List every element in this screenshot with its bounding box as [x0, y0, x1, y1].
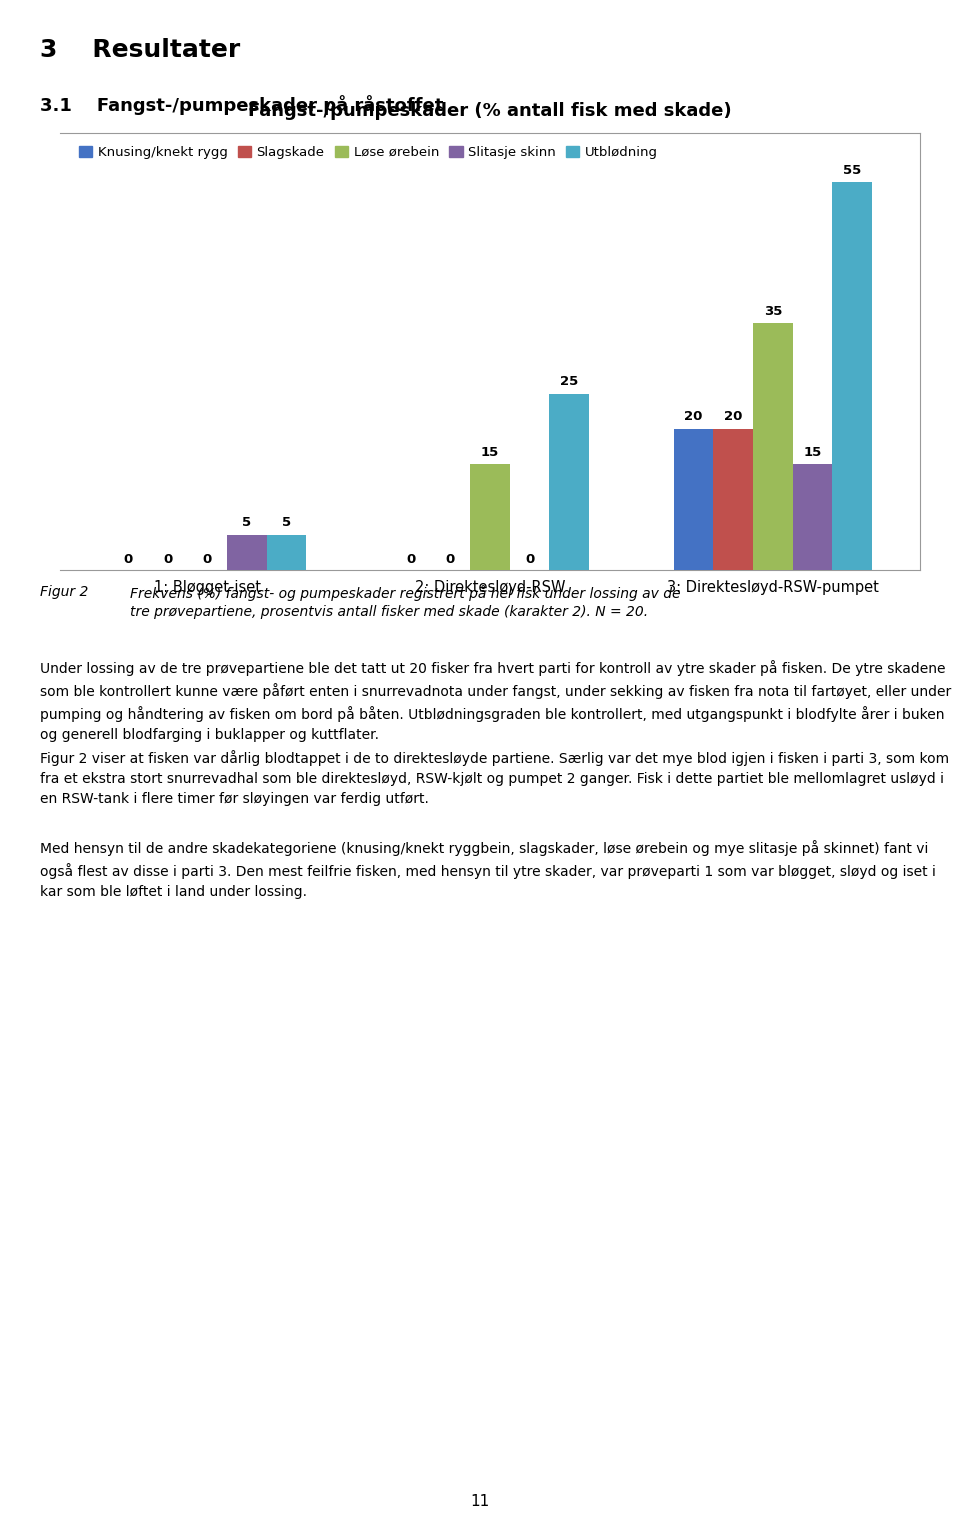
Text: 15: 15 [804, 446, 822, 459]
Text: 11: 11 [470, 1494, 490, 1510]
Bar [674, 429, 713, 569]
Text: 35: 35 [764, 305, 782, 317]
Text: 0: 0 [163, 554, 172, 566]
Bar [227, 534, 267, 569]
Text: 3    Resultater: 3 Resultater [40, 38, 240, 62]
Bar [470, 465, 510, 569]
Text: 20: 20 [684, 411, 703, 423]
Text: 55: 55 [843, 163, 861, 177]
Text: 0: 0 [203, 554, 212, 566]
Text: 20: 20 [724, 411, 742, 423]
Text: 0: 0 [525, 554, 534, 566]
Text: 25: 25 [560, 376, 578, 388]
Bar [549, 394, 589, 569]
Bar [267, 534, 306, 569]
Bar [713, 429, 753, 569]
Title: Fangst-/pumpeskader (% antall fisk med skade): Fangst-/pumpeskader (% antall fisk med s… [249, 102, 732, 120]
Text: Under lossing av de tre prøvepartiene ble det tatt ut 20 fisker fra hvert parti : Under lossing av de tre prøvepartiene bl… [40, 660, 951, 742]
Text: 0: 0 [445, 554, 455, 566]
Bar [832, 182, 872, 569]
Text: Med hensyn til de andre skadekategoriene (knusing/knekt ryggbein, slagskader, lø: Med hensyn til de andre skadekategoriene… [40, 840, 936, 899]
Text: 5: 5 [242, 516, 252, 529]
Text: Figur 2: Figur 2 [40, 585, 88, 599]
Bar [793, 465, 832, 569]
Text: Frekvens (%) fangst- og pumpeskader registrert på hel fisk under lossing av de
t: Frekvens (%) fangst- og pumpeskader regi… [130, 585, 681, 619]
Text: 5: 5 [281, 516, 291, 529]
Text: 15: 15 [481, 446, 499, 459]
Bar [753, 323, 793, 569]
Text: 3.1    Fangst-/pumpeskader på råstoffet: 3.1 Fangst-/pumpeskader på råstoffet [40, 95, 444, 115]
Text: 0: 0 [123, 554, 132, 566]
Text: Figur 2 viser at fisken var dårlig blodtappet i de to direktesløyde partiene. Sæ: Figur 2 viser at fisken var dårlig blodt… [40, 749, 949, 806]
Legend: Knusing/knekt rygg, Slagskade, Løse ørebein, Slitasje skinn, Utblødning: Knusing/knekt rygg, Slagskade, Løse øreb… [75, 142, 661, 163]
Text: 0: 0 [406, 554, 416, 566]
